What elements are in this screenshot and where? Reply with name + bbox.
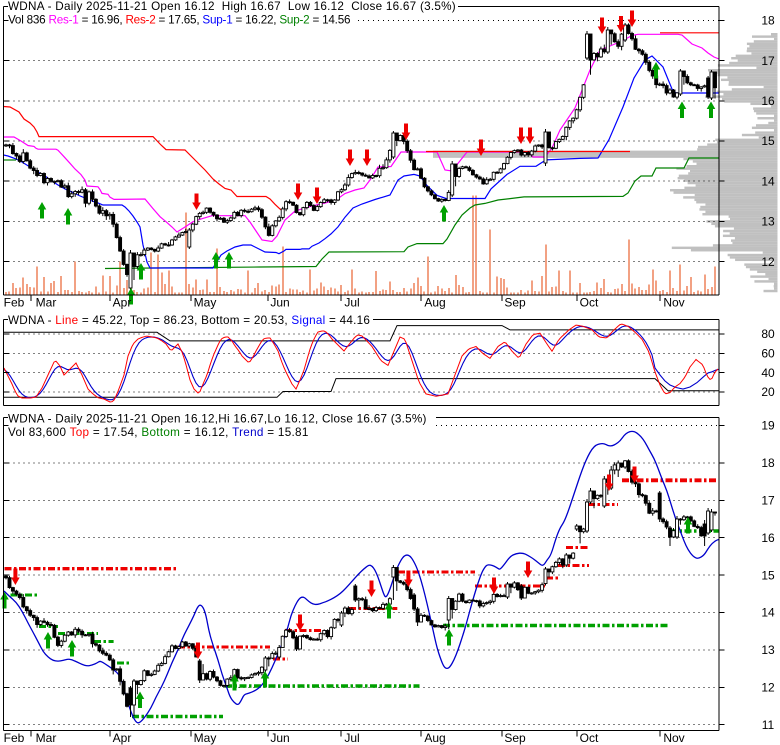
svg-text:16: 16 — [761, 94, 775, 108]
svg-text:Apr: Apr — [113, 731, 132, 745]
svg-text:Aug: Aug — [424, 731, 445, 745]
svg-text:80: 80 — [761, 327, 775, 341]
svg-text:Jun: Jun — [270, 731, 289, 745]
svg-text:Mar: Mar — [36, 731, 57, 745]
svg-text:11: 11 — [762, 718, 775, 732]
svg-text:17: 17 — [761, 494, 775, 508]
svg-text:Oct: Oct — [580, 731, 599, 745]
svg-text:Sep: Sep — [504, 296, 526, 310]
svg-text:Jul: Jul — [344, 296, 359, 310]
svg-text:Sep: Sep — [504, 731, 526, 745]
svg-text:Vol 83,600 Top = 17.54, Bottom: Vol 83,600 Top = 17.54, Bottom = 16.12, … — [8, 426, 309, 439]
svg-text:Oct: Oct — [580, 296, 599, 310]
svg-text:Feb: Feb — [4, 731, 25, 745]
svg-text:14: 14 — [761, 606, 775, 620]
svg-text:Feb: Feb — [4, 296, 25, 310]
svg-text:Aug: Aug — [424, 296, 445, 310]
svg-text:May: May — [194, 731, 217, 745]
svg-text:60: 60 — [761, 347, 775, 361]
svg-text:WDNA - Daily 2025-11-21 Open 1: WDNA - Daily 2025-11-21 Open 16.12,Hi 16… — [8, 412, 427, 425]
svg-text:Nov: Nov — [663, 731, 684, 745]
svg-text:16: 16 — [761, 531, 775, 545]
svg-text:Mar: Mar — [36, 296, 57, 310]
svg-text:19: 19 — [761, 419, 775, 433]
svg-text:20: 20 — [761, 385, 775, 399]
svg-text:17: 17 — [761, 54, 775, 68]
svg-text:12: 12 — [761, 681, 775, 695]
svg-text:15: 15 — [761, 134, 775, 148]
svg-text:13: 13 — [761, 215, 775, 229]
svg-text:Nov: Nov — [663, 296, 684, 310]
svg-text:15: 15 — [761, 568, 775, 582]
svg-text:WDNA - Line = 45.22, Top = 86.: WDNA - Line = 45.22, Top = 86.23, Bottom… — [8, 314, 370, 327]
svg-text:Jun: Jun — [270, 296, 289, 310]
svg-text:WDNA - Daily 2025-11-21 Open 1: WDNA - Daily 2025-11-21 Open 16.12 High … — [8, 0, 456, 13]
svg-text:13: 13 — [761, 643, 775, 657]
svg-text:40: 40 — [761, 366, 775, 380]
svg-text:18: 18 — [761, 456, 775, 470]
svg-text:18: 18 — [761, 14, 775, 28]
svg-text:14: 14 — [761, 174, 775, 188]
svg-text:May: May — [194, 296, 217, 310]
svg-text:12: 12 — [761, 255, 775, 269]
svg-text:Vol 836 Res-1 = 16.96, Res-2 =: Vol 836 Res-1 = 16.96, Res-2 = 17.65, Su… — [8, 14, 350, 27]
svg-text:Jul: Jul — [344, 731, 359, 745]
svg-text:Apr: Apr — [113, 296, 132, 310]
